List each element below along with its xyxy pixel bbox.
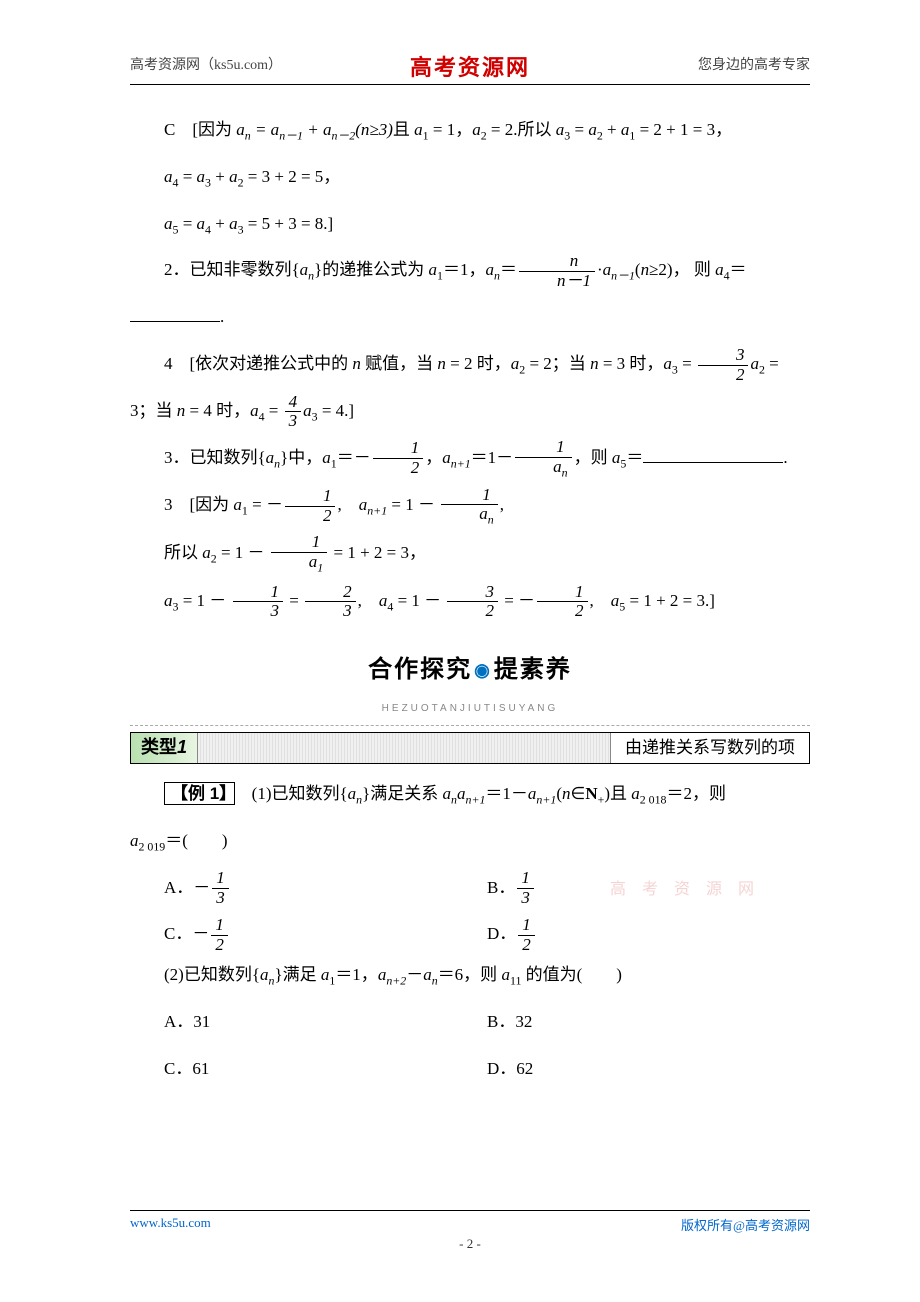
footer-row: www.ks5u.com 版权所有@高考资源网: [130, 1215, 810, 1234]
frac-num: n: [519, 252, 595, 272]
question-2: 2．已知非零数列{an}的递推公式为 a1＝1，an＝nn－1·an－1(n≥2…: [130, 250, 810, 291]
text: C [因为: [164, 120, 236, 139]
section-banner: 合作探究◉提素养 HEZUOTANJIUTISUYANG: [130, 641, 810, 726]
choice-C: C．－12: [164, 914, 487, 955]
type-bar: 类型1 由递推关系写数列的项: [130, 732, 810, 764]
header-rule: [130, 84, 810, 85]
answer-3-line1: 3 [因为 a1 = －12, an+1 = 1 － 1an,: [130, 485, 810, 527]
answer-3-line2: 所以 a2 = 1 － 1a1 = 1 + 2 = 3，: [130, 533, 810, 575]
fill-blank: [643, 446, 783, 463]
header-center: 高考资源网: [410, 50, 530, 82]
answer-2-line2: 3；当 n = 4 时，a4 = 43a3 = 4.]: [130, 391, 810, 432]
solution-c-line1: C [因为 an = an－1 + an－2(n≥3)且 a1 = 1，a2 =…: [130, 110, 810, 151]
watermark: 高 考 资 源 网: [610, 875, 760, 899]
header-left: 高考资源网（ks5u.com）: [130, 54, 282, 74]
page-footer: www.ks5u.com 版权所有@高考资源网 - 2 -: [130, 1210, 810, 1252]
fill-blank: [130, 305, 220, 322]
header-right: 您身边的高考专家: [698, 54, 810, 74]
question-3: 3．已知数列{an}中，a1＝－12，an+1＝1－1an，则 a5＝.: [130, 438, 810, 480]
page-content: C [因为 an = an－1 + an－2(n≥3)且 a1 = 1，a2 =…: [130, 110, 810, 1090]
answer-3-line3: a3 = 1 － 13 = 23, a4 = 1 － 32 = －12, a5 …: [130, 581, 810, 622]
choice-A: A．31: [164, 1002, 487, 1043]
choice-D: D．12: [487, 914, 810, 955]
answer-2-line1: 4 [依次对递推公式中的 n 赋值，当 n = 2 时，a2 = 2；当 n =…: [130, 344, 810, 385]
banner-title: 合作探究◉提素养: [130, 641, 810, 699]
frac-den: n－1: [519, 272, 595, 291]
math-expr: an = an－1 + an－2(n≥3): [236, 120, 393, 139]
choice-B: B．32: [487, 1002, 810, 1043]
page-number: - 2 -: [130, 1236, 810, 1252]
choice-D: D．62: [487, 1049, 810, 1090]
type-label: 类型1: [131, 733, 198, 763]
banner-divider: [130, 725, 810, 726]
example-1-q1-line2: a2 019＝( ): [130, 821, 810, 862]
footer-url: www.ks5u.com: [130, 1215, 211, 1234]
banner-pinyin: HEZUOTANJIUTISUYANG: [130, 697, 810, 721]
example-1-q2: (2)已知数列{an}满足 a1＝1，an+2－an＝6，则 a11 的值为( …: [130, 955, 810, 996]
solution-c-line2: a4 = a3 + a2 = 3 + 2 = 5，: [130, 157, 810, 198]
choice-C: C．61: [164, 1049, 487, 1090]
footer-copyright: 版权所有@高考资源网: [681, 1215, 810, 1234]
example-1-q1-line1: 【例 1】 (1)已知数列{an}满足关系 anan+1＝1－an+1(n∈N+…: [130, 774, 810, 815]
choice-A: A．－13: [164, 868, 487, 909]
example-label: 【例 1】: [164, 782, 235, 805]
type-mid-fill: [198, 733, 610, 763]
solution-c-line3: a5 = a4 + a3 = 5 + 3 = 8.]: [130, 204, 810, 245]
page-header: 高考资源网（ks5u.com） 高考资源网 您身边的高考专家: [130, 54, 810, 74]
question-2-blank: .: [130, 297, 810, 338]
footer-rule: [130, 1210, 810, 1211]
choices-2: A．31 B．32 C．61 D．62: [164, 1002, 810, 1090]
type-title: 由递推关系写数列的项: [610, 733, 809, 763]
bullet-icon: ◉: [474, 649, 492, 692]
